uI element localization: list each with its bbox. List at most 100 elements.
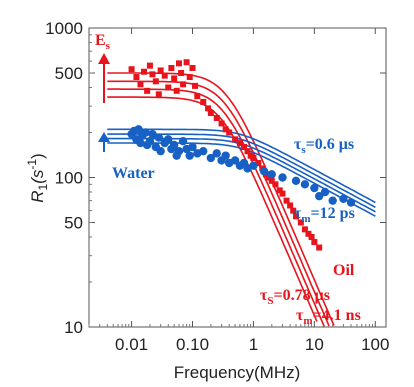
oil-data-point [175, 60, 182, 67]
water-label: Water [112, 165, 155, 182]
oil-data-point [186, 74, 193, 81]
x-tick-label: 1 [249, 335, 258, 354]
oil-data-point [213, 115, 220, 122]
water-tau-m-sub: m [301, 213, 310, 225]
water-up-arrow-icon [98, 132, 110, 152]
water-data-point [291, 176, 301, 186]
y-axis-title-unit: (s [28, 169, 47, 184]
y-tick-label: 100 [55, 169, 83, 188]
water-data-point [141, 128, 150, 137]
oil-tau-s-value: =0.78 μs [274, 287, 330, 304]
oil-data-point [226, 129, 233, 136]
water-tau-m-value: =12 ps [311, 205, 355, 222]
es-label-sub: s [106, 40, 111, 52]
water-tau-s-sub: s [301, 144, 306, 156]
oil-data-point [180, 81, 187, 88]
oil-label: Oil [333, 262, 355, 279]
oil-data-point [137, 81, 144, 88]
oil-tau-m-symbol: τ [296, 307, 304, 324]
oil-data-point [232, 136, 239, 143]
data-points [127, 59, 356, 251]
oil-data-point [283, 197, 290, 204]
oil-data-point [171, 75, 178, 82]
water-data-point [156, 146, 165, 156]
y-axis-title-exp: -1 [25, 159, 39, 170]
oil-data-point [146, 62, 153, 69]
water-data-point [314, 191, 324, 201]
oil-data-point [255, 160, 262, 167]
water-data-point [310, 183, 319, 193]
oil-data-point [168, 65, 175, 72]
y-axis-title-sub: 1 [36, 183, 50, 190]
oil-data-point [155, 91, 162, 98]
oil-data-point [287, 202, 294, 209]
oil-data-point [149, 71, 156, 78]
water-data-point [300, 180, 310, 189]
oil-data-point [207, 110, 214, 117]
oil-data-point [279, 190, 286, 197]
fit-curve [107, 88, 325, 327]
oil-data-point [272, 181, 279, 188]
water-data-point [328, 196, 337, 205]
x-tick-label: 100 [361, 335, 389, 354]
oil-tau-s-annotation: τS=0.78 μs [260, 287, 330, 307]
water-data-point [185, 151, 194, 160]
oil-data-point [250, 155, 257, 162]
oil-data-point [189, 65, 196, 72]
oil-tau-s-symbol: τ [260, 287, 268, 304]
water-data-point [145, 136, 155, 146]
water-data-point [259, 167, 269, 176]
oil-data-point [194, 93, 201, 100]
oil-data-point [297, 219, 304, 226]
oil-data-point [305, 230, 312, 237]
oil-data-point [141, 68, 148, 75]
oil-data-point [161, 72, 168, 79]
water-data-point [278, 173, 287, 182]
water-data-point [174, 146, 184, 156]
water-data-point [154, 133, 164, 142]
oil-data-point [178, 70, 185, 77]
x-tick-label: 0.01 [115, 335, 148, 354]
oil-data-point [128, 66, 135, 73]
water-tau-m-annotation: τm=12 ps [294, 205, 355, 225]
oil-data-point [157, 67, 164, 74]
water-tau-m-symbol: τ [294, 205, 302, 222]
y-tick-label: 1000 [45, 19, 83, 38]
oil-tau-m-value: =4.1 ns [313, 307, 361, 324]
oil-data-point [265, 174, 272, 181]
oil-up-arrow-icon [98, 53, 110, 103]
water-data-point [320, 187, 330, 197]
x-tick-label: 10 [305, 335, 324, 354]
water-data-point [164, 135, 173, 144]
water-data-point [188, 142, 197, 152]
water-tau-s-symbol: τ [294, 136, 302, 153]
oil-data-point [301, 226, 308, 233]
oil-tau-m-annotation: τm=4.1 ns [296, 307, 361, 327]
x-axis-title: Frequency(MHz) [174, 363, 301, 382]
oil-data-point [268, 177, 275, 184]
oil-data-point [244, 148, 251, 155]
oil-data-point [133, 74, 140, 81]
oil-data-point [290, 207, 297, 214]
oil-data-point [192, 82, 199, 89]
oil-data-point [308, 233, 315, 240]
water-tau-s-annotation: τs=0.6 μs [294, 136, 354, 156]
oil-data-point [276, 187, 283, 194]
oil-data-point [152, 78, 159, 85]
oil-data-point [173, 87, 180, 94]
oil-data-point [218, 120, 225, 127]
y-axis-ticks: 10 50 100 500 1000 [45, 19, 386, 337]
water-data-point [267, 170, 276, 179]
oil-data-point [165, 84, 172, 91]
y-tick-label: 50 [64, 214, 83, 233]
water-data-point [199, 146, 208, 156]
oil-data-point [200, 98, 207, 105]
fit-curve [107, 128, 376, 204]
water-data-point [206, 153, 216, 163]
oil-data-point [293, 213, 300, 220]
x-tick-label: 0.10 [176, 335, 209, 354]
oil-data-point [236, 140, 243, 147]
water-tau-s-value: =0.6 μs [306, 136, 354, 153]
water-data-point [136, 138, 145, 148]
